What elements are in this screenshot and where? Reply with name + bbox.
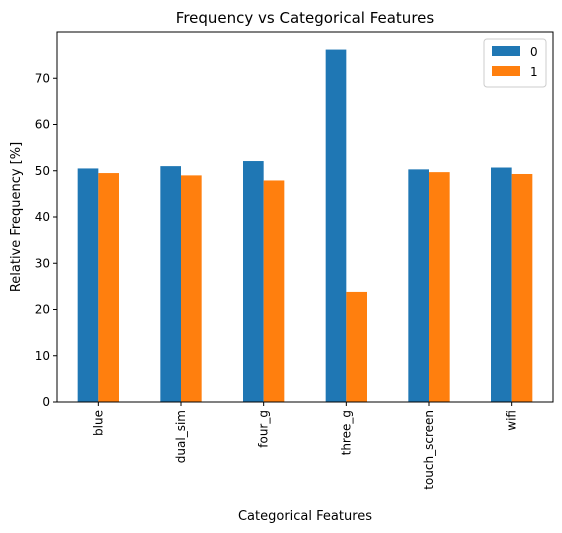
- y-tick-label: 60: [35, 118, 50, 132]
- y-axis-label: Relative Frequency [%]: [9, 142, 24, 292]
- bar-three_g-series-1: [346, 291, 367, 402]
- x-tick-label: blue: [91, 410, 105, 436]
- plot-frame: [56, 31, 554, 403]
- y-axis: 0 10 20 30 40 50 60 70: [35, 71, 57, 409]
- x-tick-label: three_g: [339, 410, 353, 455]
- legend-swatch-1: [492, 66, 520, 76]
- y-tick-label: 40: [35, 210, 50, 224]
- bar-blue-series-0: [77, 168, 99, 402]
- y-tick-label: 30: [35, 256, 50, 270]
- y-tick-label: 70: [35, 71, 50, 85]
- bar-touch_screen-series-0: [408, 169, 429, 402]
- legend-swatch-0: [492, 46, 520, 56]
- bar-dual_sim-series-0: [160, 166, 181, 402]
- bar-three_g-series-0: [325, 49, 347, 402]
- y-tick-label: 10: [35, 349, 50, 363]
- bar-touch_screen-series-1: [429, 172, 450, 402]
- chart-title: Frequency vs Categorical Features: [176, 9, 435, 27]
- bar-wifi-series-1: [511, 173, 533, 402]
- y-tick-label: 0: [42, 395, 50, 409]
- x-tick-label: dual_sim: [174, 410, 188, 463]
- x-axis: blue dual_sim four_g three_g touch_screen wif…: [91, 402, 519, 490]
- bar-wifi-series-0: [491, 167, 512, 402]
- bars-group: [77, 49, 533, 402]
- x-tick-label: wifi: [505, 410, 519, 431]
- x-axis-label: Categorical Features: [238, 509, 372, 524]
- x-tick-label: four_g: [257, 410, 271, 448]
- legend-label-0: 0: [530, 45, 538, 59]
- legend-label-1: 1: [530, 65, 538, 79]
- x-tick-label: touch_screen: [422, 410, 436, 490]
- y-tick-label: 20: [35, 303, 50, 317]
- y-tick-label: 50: [35, 164, 50, 178]
- bar-dual_sim-series-1: [181, 175, 202, 402]
- bar-four_g-series-1: [263, 180, 285, 402]
- bar-four_g-series-0: [243, 161, 264, 402]
- bar-blue-series-1: [98, 173, 119, 402]
- legend: 01: [483, 38, 547, 88]
